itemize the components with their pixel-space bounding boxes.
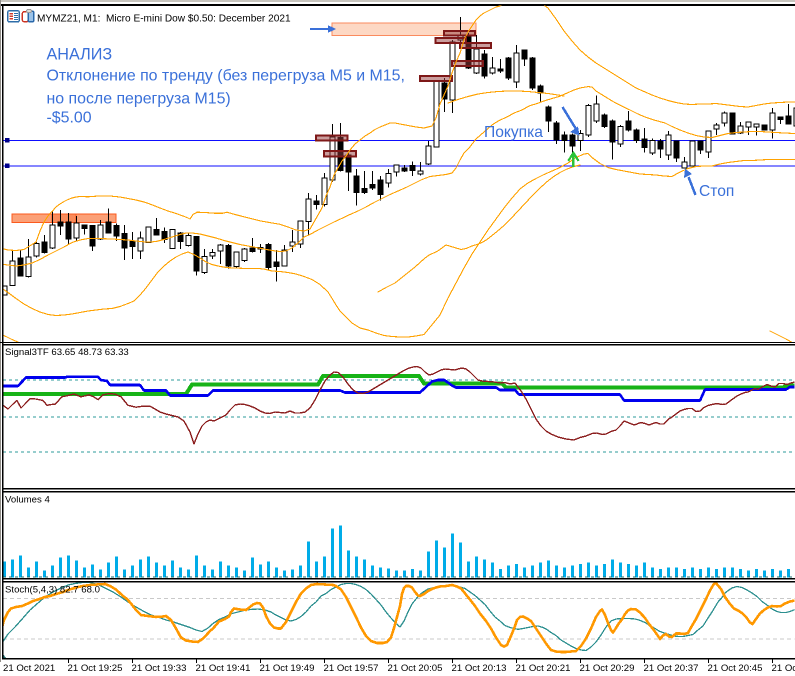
svg-text:но после перегруза M15): но после перегруза M15) bbox=[47, 91, 231, 108]
svg-text:21 Oct 19:33: 21 Oct 19:33 bbox=[132, 663, 187, 674]
svg-text:21 Oct 20:21: 21 Oct 20:21 bbox=[516, 663, 571, 674]
svg-text:Signal3TF 63.65 48.73 63.33: Signal3TF 63.65 48.73 63.33 bbox=[5, 347, 129, 358]
svg-text:21 Oct 20:37: 21 Oct 20:37 bbox=[644, 663, 699, 674]
svg-text:21 Oct 19:57: 21 Oct 19:57 bbox=[324, 663, 379, 674]
svg-text:21 Oct 2021: 21 Oct 2021 bbox=[3, 663, 55, 674]
svg-text:MYMZ21, M1: Micro E-mini Dow: MYMZ21, M1: Micro E-mini Dow $0.50: Dece… bbox=[37, 13, 291, 24]
svg-text:21 Oct 20:45: 21 Oct 20:45 bbox=[708, 663, 763, 674]
svg-text:21 Oct 19:25: 21 Oct 19:25 bbox=[68, 663, 123, 674]
svg-text:21 Oct 20:05: 21 Oct 20:05 bbox=[388, 663, 443, 674]
svg-text:Покупка: Покупка bbox=[484, 124, 543, 141]
svg-text:21 Oct 20:29: 21 Oct 20:29 bbox=[580, 663, 635, 674]
svg-text:21 Oct 19:49: 21 Oct 19:49 bbox=[260, 663, 315, 674]
svg-text:21 Oct 19:41: 21 Oct 19:41 bbox=[196, 663, 251, 674]
svg-text:21 Oct 20:53: 21 Oct 20:53 bbox=[772, 663, 795, 674]
svg-text:Stoch(5,4,3) 82.7 68.0: Stoch(5,4,3) 82.7 68.0 bbox=[5, 585, 100, 596]
svg-text:АНАЛИЗ: АНАЛИЗ bbox=[47, 46, 113, 64]
svg-text:Стоп: Стоп bbox=[699, 183, 734, 200]
svg-text:Volumes 4: Volumes 4 bbox=[5, 495, 50, 506]
svg-text:-$5.00: -$5.00 bbox=[47, 110, 92, 127]
svg-text:21 Oct 20:13: 21 Oct 20:13 bbox=[452, 663, 507, 674]
svg-text:Отклонение по тренду (без пере: Отклонение по тренду (без перегруза M5 и… bbox=[47, 68, 405, 85]
